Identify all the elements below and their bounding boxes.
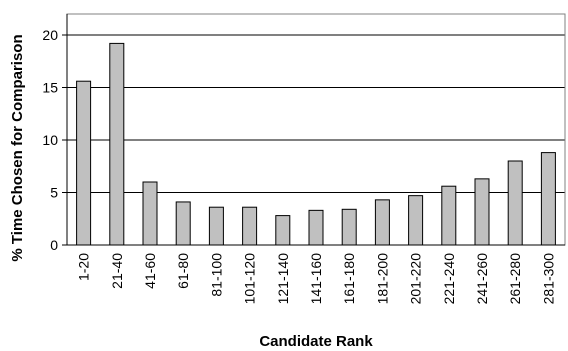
- y-axis-title: % Time Chosen for Comparison: [9, 34, 26, 261]
- bar: [275, 215, 291, 246]
- bar: [308, 209, 324, 246]
- bar: [341, 208, 357, 246]
- gridlines: [67, 34, 565, 193]
- x-tick-label: 221-240: [441, 253, 457, 305]
- bar: [76, 80, 92, 246]
- x-tick-label: 81-100: [208, 253, 224, 297]
- bar: [474, 178, 490, 246]
- x-tick-label: 261-280: [507, 253, 523, 305]
- bar: [142, 181, 158, 246]
- x-tick-label: 281-300: [540, 253, 556, 305]
- bar: [208, 206, 224, 246]
- x-tick-label: 41-60: [142, 253, 158, 289]
- x-tick-label: 1-20: [76, 253, 92, 281]
- x-tick-label: 181-200: [374, 253, 390, 305]
- bar: [109, 42, 125, 246]
- y-tick-label: 5: [50, 185, 58, 201]
- x-tick-label: 61-80: [175, 253, 191, 289]
- x-tick-label: 201-220: [408, 253, 424, 305]
- x-tick-label: 121-140: [275, 253, 291, 305]
- x-tick-labels: 1-20 21-40 41-60 61-80 81-100 101-120 121-140 1…: [76, 253, 557, 305]
- x-tick-label: 161-180: [341, 253, 357, 305]
- x-tick-label: 101-120: [242, 253, 258, 305]
- y-tick-label: 0: [50, 237, 58, 253]
- axes: [62, 14, 565, 246]
- y-tick-label: 10: [42, 132, 58, 148]
- bar: [507, 160, 523, 246]
- bar: [175, 201, 191, 246]
- y-tick-labels: 0 5 10 15 20: [42, 27, 58, 253]
- bar: [242, 206, 258, 246]
- x-tick-label: 141-160: [308, 253, 324, 305]
- x-axis-title: Candidate Rank: [259, 333, 373, 350]
- bar: [540, 152, 556, 246]
- y-tick-label: 15: [42, 80, 58, 96]
- bar: [408, 195, 424, 246]
- bar: [374, 199, 390, 246]
- bars: [76, 42, 556, 246]
- bar: [441, 185, 457, 246]
- x-tick-label: 21-40: [109, 253, 125, 289]
- y-tick-label: 20: [42, 27, 58, 43]
- x-tick-label: 241-260: [474, 253, 490, 305]
